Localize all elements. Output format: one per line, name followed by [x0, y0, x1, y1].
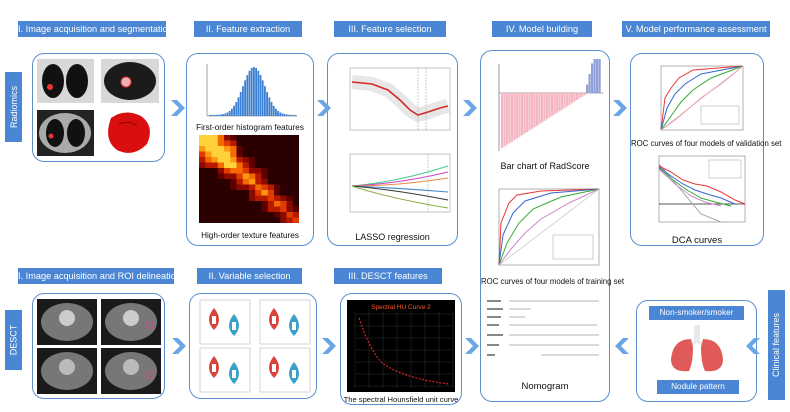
first-order-caption: First-order histogram features [196, 123, 304, 132]
stage-header-feature-selection: III. Feature selection [334, 21, 446, 37]
nodule-box: Nodule pattern [657, 380, 739, 394]
side-label-clinical: Clinical features [768, 290, 785, 400]
stage-header-desct-features: III. DESCT features [334, 268, 442, 284]
panel-ct-segmentation [32, 53, 165, 162]
high-order-caption: High-order texture features [201, 231, 299, 240]
side-label-radiomics: Radiomics [5, 72, 22, 142]
arrow-right-1 [171, 100, 185, 116]
lungs-icon [671, 325, 723, 372]
stage-header-model-building: IV. Model building [492, 21, 592, 37]
stage-header-performance-assessment: V. Model performance assessment [622, 21, 770, 37]
lasso-cv-plot [349, 67, 451, 131]
roc-validation-chart [660, 65, 744, 131]
nomogram-chart [487, 300, 599, 356]
arrow-left-2 [746, 338, 760, 354]
stage-header-variable-selection: II. Variable selection [197, 268, 302, 284]
lasso-coefficient-plot [349, 153, 451, 213]
lasso-caption: LASSO regression [355, 232, 430, 242]
panel-desct-images [32, 293, 165, 399]
dca-caption: DCA curves [671, 235, 723, 246]
roc-training-chart [498, 188, 600, 266]
arrow-right-2 [317, 100, 331, 116]
histogram-chart [206, 64, 297, 117]
panel-performance-assessment: ROC curves of four models of validation … [630, 53, 782, 246]
stage-header-feature-extraction: II. Feature extraction [194, 21, 302, 37]
panel-clinical: Non-smoker/smoker Nodule pattern [636, 300, 757, 402]
ct-images [37, 59, 159, 156]
arrow-right-5 [172, 338, 186, 354]
stage-header-acquisition-segmentation: I. Image acquisition and segmentation [18, 21, 166, 37]
spectral-title: Spectral HU Curve 2 [371, 304, 431, 311]
panel-variable-selection [189, 293, 317, 399]
panel-feature-extraction: First-order histogram features High-orde… [186, 53, 314, 246]
arrow-right-3 [463, 100, 477, 116]
arrow-right-4 [613, 100, 627, 116]
nomogram-caption: Nomogram [521, 381, 569, 392]
arrow-left-1 [615, 338, 629, 354]
hounsfield-caption: The spectral Hounsfield unit curve [343, 395, 459, 404]
stage-header-acquisition-roi: I. Image acquisition and ROI delineation [18, 268, 174, 284]
panel-desct-features: Spectral HU Curve 2 The spectral Hounsfi… [340, 293, 462, 405]
panel-model-building: Bar chart of RadScore ROC curves of four… [480, 50, 625, 402]
smoker-box: Non-smoker/smoker [649, 306, 744, 320]
panel-feature-selection: LASSO regression [327, 53, 458, 246]
roc-training-caption: ROC curves of four models of training se… [481, 277, 625, 286]
arrow-right-7 [465, 338, 479, 354]
arrow-right-6 [322, 338, 336, 354]
roc-validation-caption: ROC curves of four models of validation … [631, 139, 782, 148]
side-label-desct: DESCT [5, 310, 22, 370]
desct-ct-images [37, 299, 161, 394]
dca-chart [658, 155, 746, 223]
radscore-caption: Bar chart of RadScore [500, 161, 590, 171]
violin-plots [199, 299, 311, 393]
radscore-bar-chart [498, 59, 603, 151]
spectral-hu-chart: Spectral HU Curve 2 [347, 300, 455, 392]
texture-heatmap [199, 135, 299, 223]
